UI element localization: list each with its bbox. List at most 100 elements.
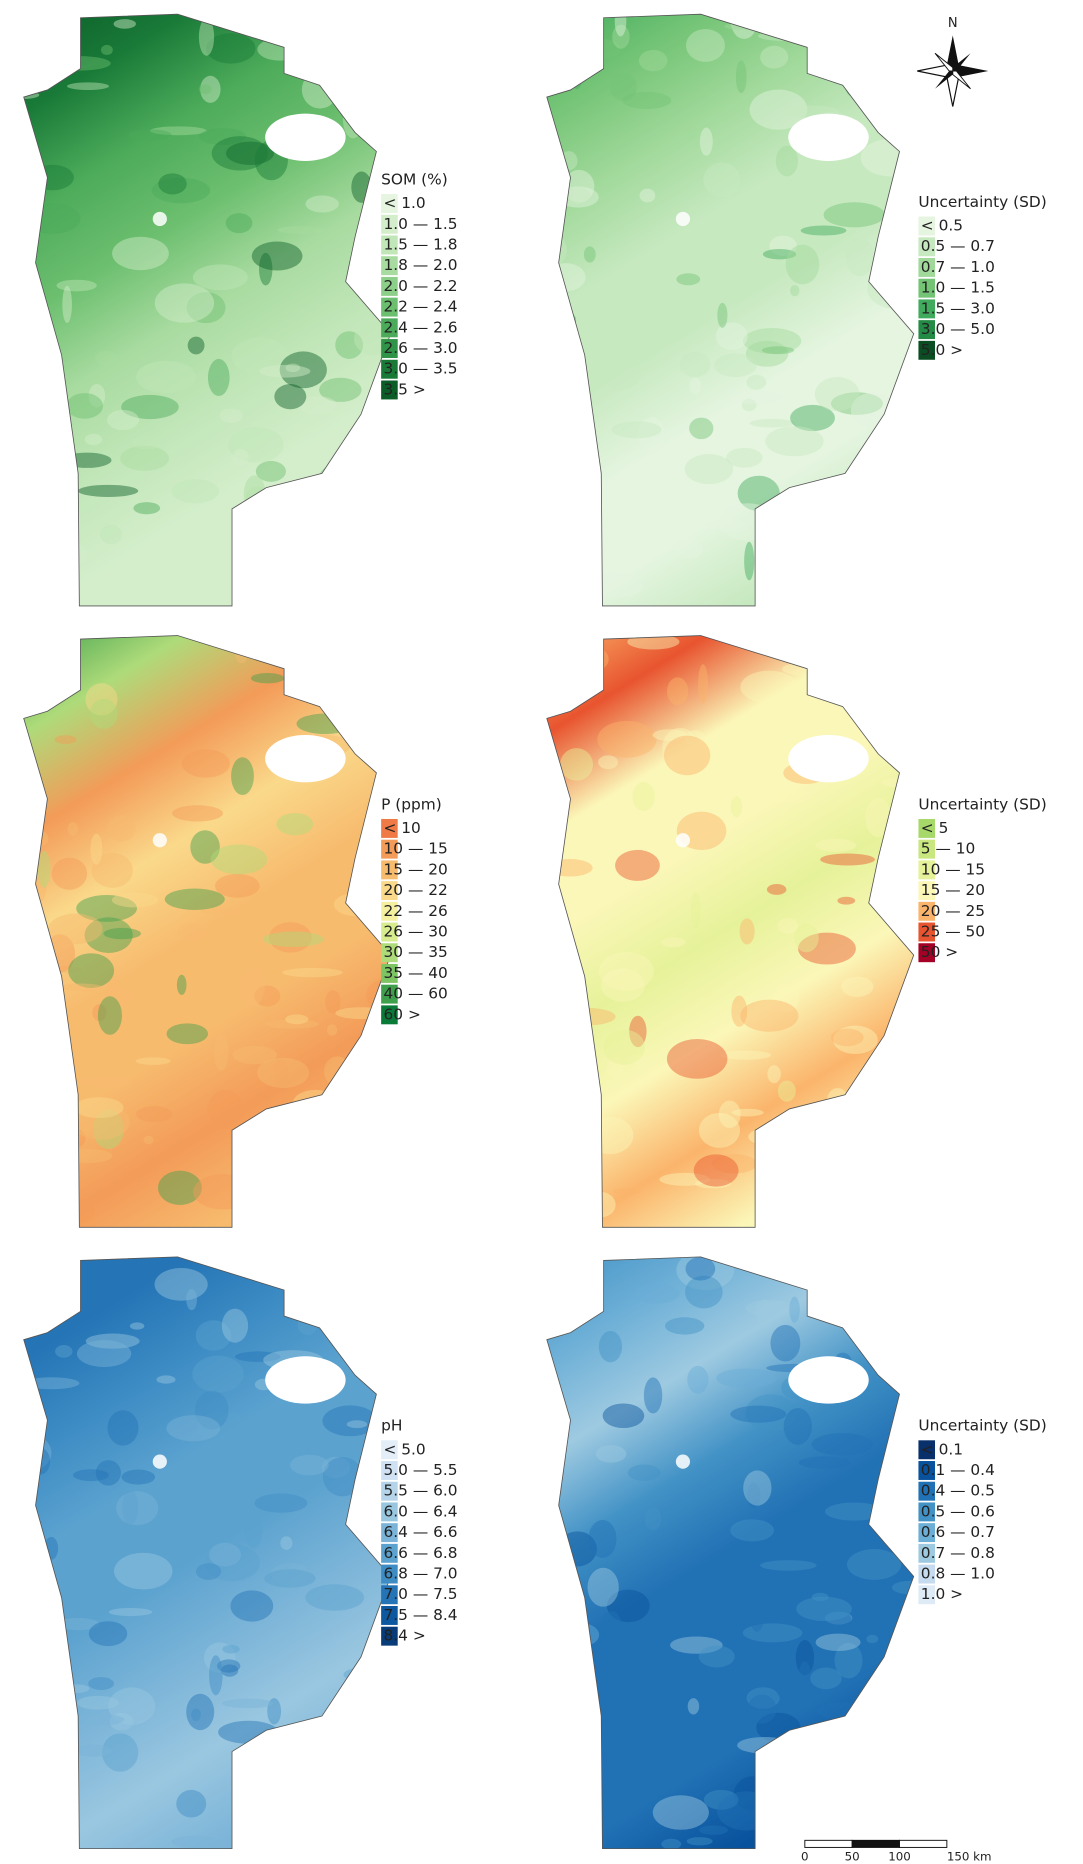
legend-title: Uncertainty (SD) bbox=[918, 1417, 1046, 1435]
legend-label: 7.0 — 7.5 bbox=[384, 1585, 458, 1603]
map-panel bbox=[23, 635, 392, 1228]
legend-label: 5 — 10 bbox=[921, 840, 976, 858]
map-raster bbox=[546, 635, 914, 1228]
legend-title: Uncertainty (SD) bbox=[918, 193, 1046, 211]
map-outline bbox=[546, 635, 915, 1228]
legend-label: 0.7 — 1.0 bbox=[921, 258, 995, 276]
legend-label: 22 — 26 bbox=[384, 902, 448, 920]
legend-label: 0.5 — 0.7 bbox=[921, 237, 995, 255]
map-raster bbox=[23, 1256, 391, 1849]
legend: pH < 5.0 5.0 — 5.5 5.5 — 6.0 6.0 — 6.4 6.4 — … bbox=[381, 1417, 458, 1646]
legend-label: 5.5 — 6.0 bbox=[384, 1482, 458, 1500]
legend-swatch bbox=[381, 256, 398, 276]
legend-label: 0.5 — 0.6 bbox=[921, 1502, 995, 1520]
legend-label: 26 — 30 bbox=[384, 923, 448, 941]
legend-label: 0.4 — 0.5 bbox=[921, 1482, 995, 1500]
legend-swatch bbox=[381, 901, 398, 921]
legend-swatch bbox=[381, 984, 398, 1004]
map-panel bbox=[546, 635, 915, 1228]
legend-swatch bbox=[918, 1440, 936, 1460]
map-raster bbox=[23, 635, 391, 1228]
legend-label: < 0.1 bbox=[921, 1440, 963, 1458]
legend-label: 3.0 — 3.5 bbox=[384, 360, 458, 378]
scale-label: 50 bbox=[845, 1849, 860, 1863]
legend-label: 1.5 — 3.0 bbox=[921, 299, 995, 317]
legend-label: 0.6 — 0.7 bbox=[921, 1523, 995, 1541]
map-outline bbox=[23, 635, 392, 1228]
legend-swatch bbox=[918, 1564, 936, 1584]
scale-label: 150 km bbox=[947, 1849, 992, 1863]
legend-label: 5.0 — 5.5 bbox=[384, 1461, 458, 1479]
legend-swatch bbox=[381, 1005, 398, 1025]
map-raster bbox=[23, 14, 391, 606]
map-outline bbox=[23, 13, 392, 607]
legend-label: 2.2 — 2.4 bbox=[384, 298, 458, 316]
legend-label: 2.0 — 2.2 bbox=[384, 277, 458, 295]
map-outline bbox=[23, 1256, 392, 1850]
legend-swatch bbox=[381, 1564, 398, 1584]
legend-swatch bbox=[918, 818, 936, 838]
legend-label: 35 — 40 bbox=[384, 964, 448, 982]
legend-swatch bbox=[918, 839, 936, 859]
map-panel bbox=[23, 13, 392, 607]
legend-swatch bbox=[381, 276, 398, 296]
legend-swatch bbox=[918, 216, 936, 236]
legend-title: P (ppm) bbox=[381, 795, 442, 813]
legend-swatch bbox=[381, 1481, 398, 1501]
map-panel bbox=[546, 13, 915, 607]
legend-swatch bbox=[381, 963, 398, 983]
legend-label: 20 — 22 bbox=[384, 881, 448, 899]
legend-label: 10 — 15 bbox=[921, 860, 985, 878]
legend-label: 25 — 50 bbox=[921, 923, 985, 941]
legend-label: 7.5 — 8.4 bbox=[384, 1606, 458, 1624]
legend-swatch bbox=[918, 1543, 936, 1563]
legend-label: 3.0 — 5.0 bbox=[921, 320, 995, 338]
legend-title: SOM (%) bbox=[381, 170, 448, 188]
scale-bar: 0 50 100 150 km bbox=[801, 1839, 992, 1863]
legend-label: 1.0 — 1.5 bbox=[384, 215, 458, 233]
legend-swatch bbox=[381, 1543, 398, 1563]
legend-swatch bbox=[918, 943, 936, 963]
legend-swatch bbox=[918, 1585, 936, 1605]
legend-swatch bbox=[381, 1626, 398, 1646]
legend-swatch bbox=[381, 1523, 398, 1543]
legend-swatch bbox=[381, 194, 398, 214]
legend-label: 20 — 25 bbox=[921, 902, 985, 920]
legend-swatch bbox=[381, 1502, 398, 1522]
legend: SOM (%) < 1.0 1.0 — 1.5 1.5 — 1.8 1.8 — 2.0 2… bbox=[381, 170, 458, 400]
legend-label: < 0.5 bbox=[921, 217, 963, 235]
map-outline bbox=[546, 13, 915, 607]
legend-swatch bbox=[381, 1461, 398, 1480]
legend-swatch bbox=[918, 1502, 936, 1522]
legend-label: 30 — 35 bbox=[384, 943, 448, 961]
legend-swatch bbox=[381, 1440, 398, 1460]
legend-label: 3.5 > bbox=[384, 380, 426, 398]
legend-label: 6.8 — 7.0 bbox=[384, 1565, 458, 1583]
legend-label: 15 — 20 bbox=[921, 881, 985, 899]
legend-label: 2.6 — 3.0 bbox=[384, 339, 458, 357]
legend-label: 1.0 — 1.5 bbox=[921, 279, 995, 297]
map-outline bbox=[546, 1256, 915, 1850]
legend-title: pH bbox=[381, 1417, 402, 1435]
legend-label: 10 — 15 bbox=[384, 840, 448, 858]
legend-label: 8.4 > bbox=[384, 1627, 426, 1645]
legend-swatch bbox=[918, 278, 936, 298]
legend-swatch bbox=[918, 901, 936, 921]
legend-swatch bbox=[918, 299, 936, 319]
legend-label: 6.4 — 6.6 bbox=[384, 1523, 458, 1541]
legend-label: 5.0 > bbox=[921, 341, 963, 359]
legend: P (ppm) < 10 10 — 15 15 — 20 20 — 22 22 — 26 2… bbox=[381, 795, 448, 1025]
legend-label: 0.8 — 1.0 bbox=[921, 1565, 995, 1583]
legend-label: 15 — 20 bbox=[384, 860, 448, 878]
legend-label: < 5 bbox=[921, 819, 949, 837]
north-arrow: N bbox=[917, 16, 989, 107]
legend: Uncertainty (SD) < 0.1 0.1 — 0.4 0.4 — 0.5 0… bbox=[918, 1417, 1047, 1605]
legend-swatch bbox=[381, 839, 398, 859]
scale-label: 0 bbox=[801, 1849, 809, 1863]
map-panel bbox=[546, 1256, 915, 1850]
legend-label: < 5.0 bbox=[384, 1440, 426, 1458]
legend-swatch bbox=[381, 943, 398, 963]
legend-label: 40 — 60 bbox=[384, 985, 448, 1003]
map-raster bbox=[546, 14, 914, 606]
